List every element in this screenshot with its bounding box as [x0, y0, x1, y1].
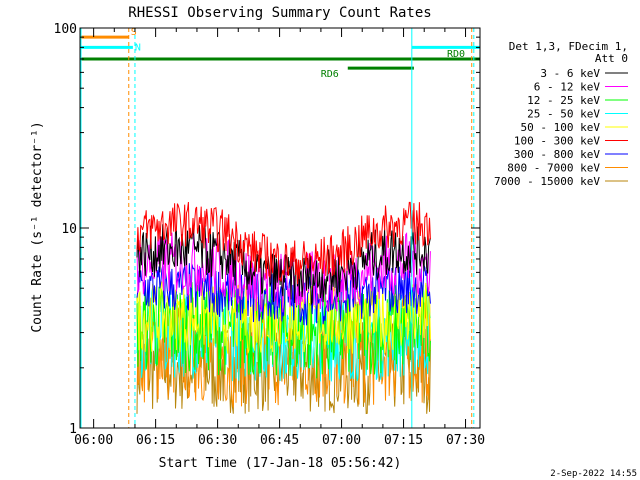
x-tick-label: 07:30 — [446, 433, 485, 448]
chart-title: RHESSI Observing Summary Count Rates — [128, 5, 431, 21]
legend-entry-label: 50 - 100 keV — [521, 121, 601, 134]
legend-entry-label: 300 - 800 keV — [514, 148, 600, 161]
y-tick-label: 100 — [54, 22, 77, 37]
series-50-100-kev — [136, 280, 431, 354]
legend-entry-label: 25 - 50 keV — [527, 108, 600, 121]
axes: 1 10 100 06:00 06:15 06:30 06:45 07:00 07:15 07:3… — [54, 22, 486, 448]
status-flag-label: RD6 — [321, 69, 339, 80]
x-tick-label: 06:15 — [136, 433, 175, 448]
legend-entry-label: 7000 - 15000 keV — [494, 175, 600, 188]
legend-entry-label: 12 - 25 keV — [527, 94, 600, 107]
y-axis-label: Count Rate (s⁻¹ detector⁻¹) — [30, 121, 45, 332]
x-axis-label: Start Time (17-Jan-18 05:56:42) — [159, 456, 402, 471]
x-tick-label: 06:45 — [260, 433, 299, 448]
legend-header: Att 0 — [595, 52, 628, 65]
status-flag-label: N — [135, 42, 141, 53]
x-tick-label: 06:00 — [74, 433, 113, 448]
status-flag-label: RD0 — [447, 49, 465, 60]
legend-entry-label: 100 - 300 keV — [514, 135, 600, 148]
x-tick-label: 07:15 — [384, 433, 423, 448]
series-100-300-kev — [136, 201, 431, 285]
y-tick-label: 1 — [69, 422, 77, 437]
series-6-12-kev — [136, 232, 431, 313]
legend-entry-label: 800 - 7000 keV — [507, 162, 600, 175]
y-tick-label: 10 — [61, 222, 77, 237]
data-layer — [136, 201, 431, 415]
x-tick-label: 06:30 — [198, 433, 237, 448]
x-tick-label: 07:00 — [322, 433, 361, 448]
legend-entry-label: 3 - 6 keV — [540, 67, 600, 80]
legend-entry-label: 6 - 12 keV — [534, 81, 601, 94]
status-flag-layer: SN RD0 RD6 — [80, 27, 480, 80]
status-flag-label: S — [131, 27, 137, 38]
footer-date: 2-Sep-2022 14:55 — [550, 469, 637, 479]
legend-header: Det 1,3, FDecim 1, — [509, 40, 628, 53]
